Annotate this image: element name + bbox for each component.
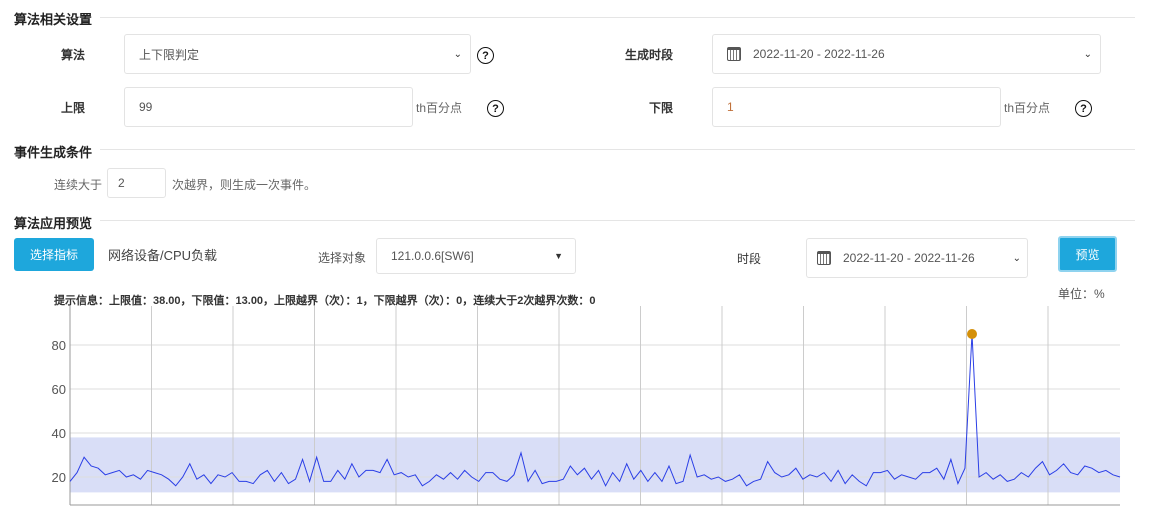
info-text: 提示信息：上限值：38.00，下限值：13.00，上限越界（次）：1，下限越界（… bbox=[54, 295, 596, 307]
divider bbox=[100, 149, 1135, 150]
lower-input[interactable]: 1 bbox=[712, 87, 1001, 127]
lower-label: 下限 bbox=[648, 101, 673, 115]
preview-period-label: 时段 bbox=[737, 252, 762, 266]
threshold-band bbox=[70, 437, 1120, 493]
y-tick-label: 20 bbox=[52, 470, 66, 485]
period-label: 生成时段 bbox=[624, 48, 673, 62]
y-tick-label: 80 bbox=[52, 338, 66, 353]
calendar-icon bbox=[817, 251, 831, 265]
preview-period-picker[interactable]: 2022-11-20 - 2022-11-26 ⌄ bbox=[806, 238, 1028, 278]
line-chart: 20 40 60 80 bbox=[52, 306, 1121, 506]
unit-label: 单位：% bbox=[1058, 287, 1105, 301]
metric-name: 网络设备/CPU负载 bbox=[108, 248, 218, 263]
object-value: 121.0.0.6[SW6] bbox=[391, 249, 474, 263]
section-title-algo: 算法相关设置 bbox=[14, 12, 93, 27]
upper-unit: th百分点 bbox=[416, 101, 463, 115]
algorithm-label: 算法 bbox=[60, 48, 85, 62]
caret-down-icon: ▼ bbox=[554, 251, 563, 261]
series-line bbox=[69, 333, 1121, 487]
preview-period-value: 2022-11-20 - 2022-11-26 bbox=[843, 251, 975, 265]
chevron-down-icon: ⌄ bbox=[453, 48, 462, 60]
divider bbox=[100, 17, 1135, 18]
section-title-preview: 算法应用预览 bbox=[14, 216, 93, 231]
help-icon[interactable]: ? bbox=[477, 47, 494, 64]
algorithm-select[interactable]: 上下限判定 ⌄ bbox=[124, 34, 471, 74]
lower-unit: th百分点 bbox=[1004, 101, 1051, 115]
object-label: 选择对象 bbox=[318, 251, 367, 265]
period-value: 2022-11-20 - 2022-11-26 bbox=[753, 47, 885, 61]
y-tick-label: 60 bbox=[52, 382, 66, 397]
help-icon[interactable]: ? bbox=[1075, 100, 1092, 117]
section-title-event: 事件生成条件 bbox=[14, 145, 93, 160]
preview-button[interactable]: 预览 bbox=[1058, 236, 1117, 272]
calendar-icon bbox=[727, 47, 741, 61]
help-icon[interactable]: ? bbox=[487, 100, 504, 117]
max-point-marker bbox=[967, 329, 978, 339]
event-suffix: 次越界，则生成一次事件。 bbox=[172, 178, 317, 192]
y-tick-label: 40 bbox=[52, 426, 66, 441]
chevron-down-icon: ⌄ bbox=[1012, 252, 1021, 264]
event-count-input[interactable]: 2 bbox=[107, 168, 166, 198]
object-select[interactable]: 121.0.0.6[SW6] ▼ bbox=[376, 238, 576, 274]
algorithm-value: 上下限判定 bbox=[139, 47, 200, 62]
period-picker[interactable]: 2022-11-20 - 2022-11-26 ⌄ bbox=[712, 34, 1101, 74]
upper-input[interactable]: 99 bbox=[124, 87, 413, 127]
upper-label: 上限 bbox=[60, 101, 85, 115]
divider bbox=[100, 220, 1135, 221]
select-metric-button[interactable]: 选择指标 bbox=[14, 238, 94, 271]
event-prefix: 连续大于 bbox=[54, 178, 103, 192]
chevron-down-icon: ⌄ bbox=[1083, 48, 1092, 60]
